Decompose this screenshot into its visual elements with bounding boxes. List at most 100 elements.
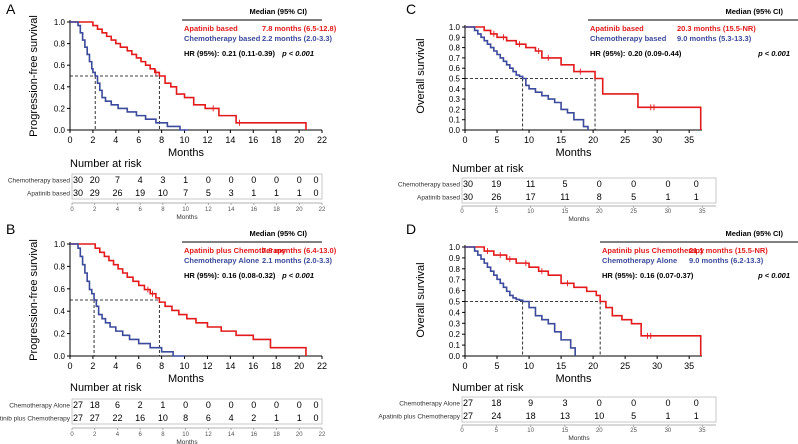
risk-count: 8: [597, 192, 602, 202]
legend-header: Median (95% CI): [725, 7, 783, 16]
risk-axis-tick-label: 14: [228, 432, 235, 438]
risk-count: 1: [297, 413, 302, 423]
x-tick-label: 0: [67, 135, 72, 145]
y-axis-label: Overall survival: [415, 38, 427, 113]
risk-axis-tick-label: 0: [70, 207, 74, 213]
risk-count: 11: [560, 192, 569, 202]
risk-axis-tick-label: 10: [182, 207, 189, 213]
x-tick-label: 30: [652, 135, 662, 145]
risk-count: 2: [138, 400, 143, 410]
risk-count: 8: [183, 413, 188, 423]
x-tick-label: 20: [588, 361, 598, 371]
risk-count: 19: [491, 179, 501, 189]
risk-axis-tick-label: 22: [319, 207, 326, 213]
risk-count: 22: [112, 413, 122, 423]
risk-axis-tick-label: 20: [596, 428, 603, 434]
hazard-ratio-value: 0.16 (0.08-0.32): [222, 271, 276, 280]
y-tick-label: 0.4: [449, 308, 461, 317]
risk-axis-tick-label: 0: [460, 428, 464, 434]
y-tick-label: 0.3: [449, 95, 461, 104]
risk-axis-tick-label: 20: [296, 207, 303, 213]
risk-row-label: Chemotherapy Alone: [399, 401, 460, 408]
risk-axis-tick-label: 18: [273, 432, 280, 438]
risk-axis-tick-label: 18: [273, 207, 280, 213]
legend-series-name: Apatinib based: [184, 24, 238, 33]
x-tick-label: 20: [294, 135, 304, 145]
x-tick-label: 10: [524, 361, 534, 371]
y-tick-label: 1.0: [54, 240, 66, 249]
x-tick-label: 18: [271, 135, 281, 145]
risk-count: 1: [694, 411, 699, 421]
x-axis-label: Months: [555, 147, 592, 159]
risk-count: 19: [135, 188, 145, 198]
risk-count: 0: [297, 175, 302, 185]
risk-count: 1: [665, 192, 670, 202]
risk-count: 16: [135, 413, 145, 423]
hazard-ratio-value: 0.21 (0.11-0.39): [222, 49, 275, 58]
risk-axis-tick-label: 5: [495, 209, 499, 215]
risk-row-label: Apatinib plus Chemotherapy: [0, 416, 71, 423]
y-tick-label: 0.2: [449, 330, 461, 339]
risk-axis-tick-label: 35: [699, 428, 706, 434]
legend-series-name: Chemotherapy Alone: [184, 256, 259, 265]
risk-count: 27: [73, 400, 83, 410]
x-tick-label: 15: [556, 361, 566, 371]
risk-row-label: Apatinib plus Chemotherapy: [378, 414, 460, 421]
x-tick-label: 16: [248, 361, 258, 371]
legend-series-median: 7.8 months (6.4-13.0): [262, 246, 337, 255]
x-tick-label: 4: [113, 361, 118, 371]
legend-series-name: Chemotherapy based: [184, 34, 261, 43]
km-curve-control: [70, 21, 188, 131]
risk-row-label: Chemotherapy based: [398, 182, 461, 189]
risk-row-label: Apatinib based: [417, 195, 460, 202]
x-tick-label: 14: [225, 361, 235, 371]
y-tick-label: 0.8: [449, 265, 461, 274]
risk-count: 26: [491, 192, 501, 202]
risk-count: 29: [90, 188, 100, 198]
x-tick-label: 20: [588, 135, 598, 145]
risk-axis-tick-label: 16: [250, 207, 257, 213]
risk-count: 27: [463, 411, 473, 421]
legend-header: Median (95% CI): [249, 229, 307, 238]
risk-count: 11: [526, 179, 535, 189]
x-tick-label: 22: [317, 361, 327, 371]
panel-a: A0.00.20.40.60.81.00 2 4 6 8 10 12 14 16 18 20 22Mo…: [6, 1, 337, 221]
legend-series-median: 20.3 months (15.5-NR): [677, 24, 756, 33]
risk-count: 1: [183, 175, 188, 185]
legend-header: Median (95% CI): [725, 229, 783, 238]
legend-series-name: Apatinib plus Chemotherapy: [602, 246, 705, 255]
y-tick-label: 0.2: [449, 105, 461, 114]
p-value: p < 0.001: [281, 271, 314, 280]
legend-series-median: 2.2 months (2.0-3.3): [262, 34, 333, 43]
panel-b: B0.00.20.40.60.81.00 2 4 6 8 10 12 14 16 18 20 22Mo…: [0, 221, 337, 444]
x-axis-label: Months: [168, 373, 205, 385]
risk-count: 0: [313, 175, 318, 185]
risk-axis-tick-label: 2: [93, 207, 97, 213]
y-tick-label: 0.6: [54, 61, 66, 70]
y-tick-label: 0.7: [449, 276, 461, 285]
hazard-ratio-label: HR (95%):: [184, 271, 219, 280]
risk-axis-label: Months: [176, 214, 198, 221]
risk-count: 18: [526, 411, 536, 421]
risk-count: 1: [274, 413, 279, 423]
risk-axis-tick-label: 8: [161, 432, 165, 438]
x-tick-label: 6: [136, 361, 141, 371]
panel-d: D0.00.10.20.30.40.50.60.70.80.91.00 5 10 15…: [378, 221, 798, 442]
y-tick-label: 0.0: [449, 126, 461, 135]
x-tick-label: 10: [180, 361, 190, 371]
risk-count: 27: [463, 398, 473, 408]
risk-axis-tick-label: 10: [527, 428, 534, 434]
risk-count: 0: [313, 400, 318, 410]
y-tick-label: 0.1: [449, 341, 461, 350]
x-tick-label: 15: [556, 135, 566, 145]
legend-series-median: 9.0 months (5.3-13.3): [677, 34, 752, 43]
legend-series-name: Apatinib based: [590, 24, 644, 33]
risk-axis-tick-label: 4: [116, 207, 120, 213]
legend-series-name: Chemotherapy based: [590, 34, 667, 43]
risk-count: 0: [206, 175, 211, 185]
y-tick-label: 0.2: [54, 330, 66, 339]
x-tick-label: 12: [202, 135, 212, 145]
x-tick-label: 16: [248, 135, 258, 145]
x-tick-label: 10: [524, 135, 534, 145]
